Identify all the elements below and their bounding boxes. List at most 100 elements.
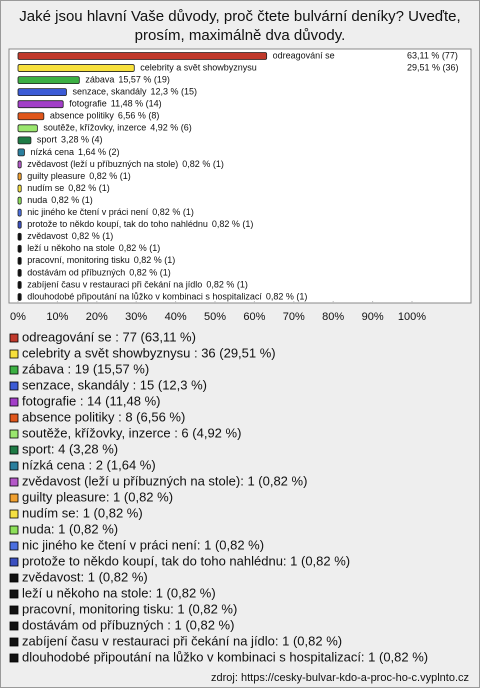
bar — [17, 184, 22, 193]
legend-label: dlouhodobé připoutání na lůžko v kombina… — [22, 649, 428, 664]
legend-label: odreagování se : 77 (63,11 %) — [22, 329, 196, 344]
bar-category-label: fotografie — [69, 99, 107, 109]
x-tick-label: 100% — [398, 311, 426, 323]
bar — [17, 232, 22, 241]
legend-label: nudím se: 1 (0,82 %) — [22, 505, 143, 520]
data-label: 0,82 % (1) — [51, 195, 93, 205]
legend-swatch — [9, 429, 19, 439]
data-label: 0,82 % (1) — [266, 291, 308, 301]
x-tick-label: 70% — [283, 311, 305, 323]
legend-label: absence politiky : 8 (6,56 %) — [22, 409, 185, 424]
plot-area — [8, 48, 472, 304]
x-tick-label: 0% — [10, 311, 26, 323]
bar-category-label: protože to někdo koupí, tak do toho nahl… — [27, 219, 208, 229]
legend-swatch — [9, 653, 19, 663]
legend-label: leží u někoho na stole: 1 (0,82 %) — [22, 585, 216, 600]
bar — [17, 293, 22, 301]
legend-swatch — [9, 365, 19, 375]
bar — [17, 172, 22, 181]
legend-label: zábava : 19 (15,57 %) — [22, 361, 149, 376]
x-tick-label: 10% — [46, 311, 68, 323]
bar — [17, 136, 32, 145]
data-label: 4,92 % (6) — [150, 123, 192, 133]
data-label: 0,82 % (1) — [134, 255, 176, 265]
bar — [17, 244, 22, 253]
data-label: 0,82 % (1) — [72, 231, 114, 241]
legend-label: protože to někdo koupí, tak do toho nahl… — [22, 553, 350, 568]
bar-category-label: sport — [37, 135, 58, 145]
x-tick-label: 50% — [204, 311, 226, 323]
bar-category-label: celebrity a svět showbyznysu — [140, 62, 257, 72]
bar-category-label: nudím se — [27, 183, 64, 193]
source: zdroj: https://cesky-bulvar-kdo-a-proc-h… — [211, 672, 469, 684]
bar-category-label: zvědavost (leží u příbuzných na stole) — [27, 159, 178, 169]
bar-category-label: guilty pleasure — [27, 171, 85, 181]
data-label: 0,82 % (1) — [129, 267, 171, 277]
legend-label: celebrity a svět showbyznysu : 36 (29,51… — [22, 345, 276, 360]
legend-label: zabíjení času v restauraci při čekání na… — [22, 633, 342, 648]
legend-swatch — [9, 509, 19, 519]
x-tick-label: 80% — [322, 311, 344, 323]
x-tick-label: 60% — [243, 311, 265, 323]
x-tick-label: 20% — [86, 311, 108, 323]
legend-label: nuda: 1 (0,82 %) — [22, 521, 118, 536]
legend-swatch — [9, 525, 19, 535]
data-label: 12,3 % (15) — [151, 87, 198, 97]
legend-swatch — [9, 445, 19, 455]
bar-category-label: odreagování se — [273, 50, 335, 60]
legend-label: pracovní, monitoring tisku: 1 (0,82 %) — [22, 601, 237, 616]
bar — [17, 281, 22, 289]
chart-title: Jaké jsou hlavní Vaše důvody, proč čtete… — [19, 8, 461, 44]
data-label: 0,82 % (1) — [68, 183, 110, 193]
bar-category-label: zabíjení času v restauraci při čekání na… — [27, 279, 202, 289]
bar — [17, 112, 45, 121]
bar — [17, 100, 64, 109]
legend-swatch — [9, 637, 19, 647]
x-tick-label: 30% — [125, 311, 147, 323]
data-label: 15,57 % (19) — [118, 74, 170, 84]
bar — [17, 52, 268, 60]
legend-swatch — [9, 461, 19, 471]
bar-category-label: nic jiného ke čtení v práci není — [27, 207, 149, 217]
bar — [17, 88, 67, 97]
bar-category-label: absence politiky — [50, 111, 115, 121]
bar — [17, 124, 38, 133]
bar-category-label: senzace, skandály — [72, 87, 147, 97]
data-label: 0,82 % (1) — [119, 243, 161, 253]
data-label: 11,48 % (14) — [111, 99, 162, 109]
data-label: 63,11 % (77) — [407, 50, 458, 60]
legend-swatch — [9, 541, 19, 551]
legend-swatch — [9, 349, 19, 359]
legend-swatch — [9, 557, 19, 567]
x-tick-label: 90% — [362, 311, 384, 323]
legend-label: zvědavost: 1 (0,82 %) — [22, 569, 148, 584]
bar — [17, 64, 135, 72]
bar-category-label: dlouhodobé připoutání na lůžko v kombina… — [27, 291, 262, 301]
bar-category-label: zábava — [85, 74, 114, 84]
bar — [17, 196, 22, 205]
legend-label: guilty pleasure: 1 (0,82 %) — [22, 489, 173, 504]
bar-category-label: nuda — [27, 195, 47, 205]
legend-label: nic jiného ke čtení v práci není: 1 (0,8… — [22, 537, 264, 552]
bar-category-label: dostávám od příbuzných — [27, 267, 125, 277]
legend-label: senzace, skandály : 15 (12,3 %) — [22, 377, 207, 392]
legend-swatch — [9, 605, 19, 615]
data-label: 29,51 % (36) — [407, 62, 459, 72]
bar-category-label: pracovní, monitoring tisku — [27, 255, 130, 265]
legend-label: sport: 4 (3,28 %) — [22, 441, 118, 456]
data-label: 0,82 % (1) — [152, 207, 194, 217]
bar — [17, 220, 22, 229]
bar — [17, 148, 25, 157]
legend-label: soutěže, křížovky, inzerce : 6 (4,92 %) — [22, 425, 241, 440]
bar-category-label: nízká cena — [30, 147, 74, 157]
bar — [17, 208, 22, 217]
bar-category-label: soutěže, křížovky, inzerce — [43, 123, 146, 133]
legend-swatch — [9, 621, 19, 631]
bar-category-label: zvědavost — [27, 231, 68, 241]
data-label: 0,82 % (1) — [212, 219, 254, 229]
legend-swatch — [9, 397, 19, 407]
legend-swatch — [9, 477, 19, 487]
bar — [17, 268, 22, 277]
